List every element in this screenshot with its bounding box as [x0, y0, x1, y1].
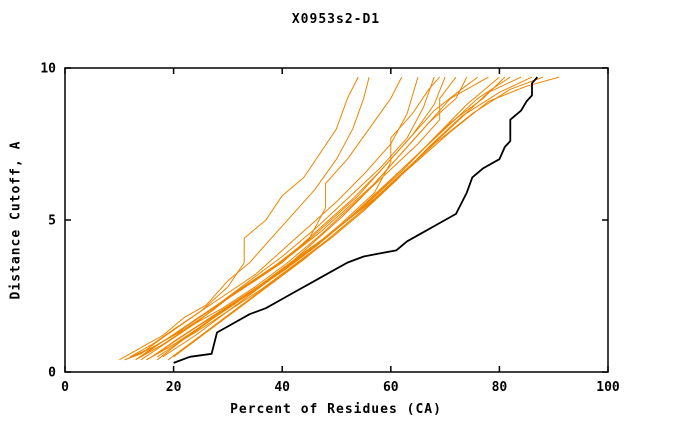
orange-series-line: [167, 76, 533, 361]
orange-series-line: [119, 76, 370, 361]
orange-series-line: [124, 76, 419, 361]
x-tick-label: 20: [166, 380, 182, 395]
y-tick-label: 5: [48, 214, 56, 229]
orange-series-line: [135, 76, 457, 361]
orange-series-line: [129, 76, 359, 358]
orange-series-line: [146, 76, 489, 361]
orange-series-line: [140, 76, 478, 358]
y-axis-label: Distance Cutoff, A: [8, 140, 24, 300]
orange-series-line: [124, 76, 435, 361]
x-tick-label: 40: [274, 380, 290, 395]
y-tick-label: 0: [48, 366, 56, 381]
y-tick-label: 10: [40, 62, 56, 77]
orange-series-line: [157, 76, 506, 358]
x-tick-label: 0: [61, 380, 69, 395]
black-series-line: [173, 76, 539, 364]
orange-series-line: [140, 76, 403, 361]
orange-series-line: [130, 76, 446, 358]
x-tick-label: 60: [383, 380, 399, 395]
x-tick-label: 80: [492, 380, 508, 395]
x-axis-label: Percent of Residues (CA): [230, 402, 442, 417]
chart-title: X0953s2-D1: [291, 12, 381, 27]
orange-series-line: [151, 76, 441, 358]
x-tick-label: 100: [596, 380, 620, 395]
